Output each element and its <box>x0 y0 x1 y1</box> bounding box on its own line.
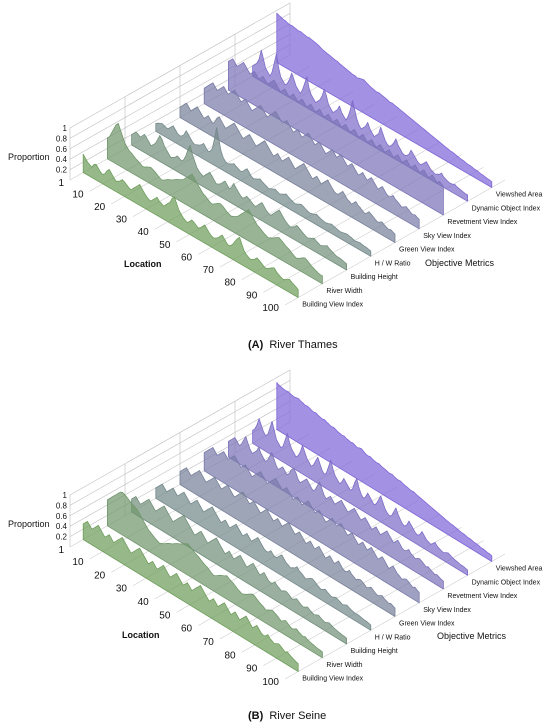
metric-labels: Building View Index River Width Building H… <box>302 192 542 309</box>
x-tick-label: 50 <box>159 610 171 621</box>
metric-label: Green View Index <box>399 247 455 254</box>
panel-b-river-seine: 11020304050607080901000.20.40.60.81Build… <box>8 369 542 722</box>
x-tick-label: 30 <box>116 584 128 595</box>
metric-label: Building View Index <box>302 676 363 683</box>
panel-a-river-thames: 11020304050607080901000.20.40.60.81Build… <box>8 2 542 351</box>
ribbon-series <box>131 496 347 645</box>
y-axis-title: Proportion <box>8 519 50 529</box>
x-tick-label: 60 <box>181 624 193 635</box>
caption-text: River Thames <box>269 339 338 351</box>
y-axis-title: Proportion <box>8 152 50 162</box>
x-tick-label: 80 <box>224 278 236 289</box>
metric-label: Sky View Index <box>423 233 471 240</box>
metric-label: Building Height <box>351 648 398 655</box>
y-tick-label: 0.4 <box>56 155 68 164</box>
ribbon-series <box>252 49 468 202</box>
x-tick-label: 30 <box>116 215 128 226</box>
panel-caption: (B) River Seine <box>248 710 326 722</box>
metric-label: Viewshed Area <box>496 192 543 199</box>
x-tick-label: 10 <box>72 557 84 568</box>
y-tick-label: 0.6 <box>56 512 68 521</box>
x-tick-label: 20 <box>94 570 106 581</box>
z-axis-title: Objective Metrics <box>437 631 507 641</box>
x-tick-label: 1 <box>58 545 64 556</box>
x-tick-label: 90 <box>246 290 258 301</box>
panel-caption: (A) River Thames <box>248 339 338 351</box>
ribbon-series <box>155 122 372 257</box>
ribbon-series <box>82 153 299 298</box>
metric-label: Viewshed Area <box>496 566 543 573</box>
ribbon-series <box>179 102 396 243</box>
ribbon-series <box>228 436 444 590</box>
x-tick-label: 1 <box>58 178 64 189</box>
caption-letter: (A) <box>248 339 264 351</box>
x-tick-label: 20 <box>94 202 106 213</box>
z-axis-title: Objective Metrics <box>425 258 495 268</box>
metric-label: Building View Index <box>302 302 363 309</box>
x-tick-label: 10 <box>72 189 84 200</box>
ribbon-series <box>276 382 493 562</box>
caption-letter: (B) <box>248 710 264 722</box>
x-tick-label: 70 <box>203 637 215 648</box>
ribbon-series <box>131 131 347 271</box>
y-tick-label: 1 <box>63 124 68 133</box>
metric-labels: Building View Index River Width Building H… <box>302 566 542 683</box>
ribbon-series <box>203 82 420 230</box>
y-tick-label: 1 <box>63 491 68 500</box>
metric-label: H / W Ratio <box>375 260 411 267</box>
ribbon-series <box>82 521 299 672</box>
y-tick-label: 0.6 <box>56 145 68 154</box>
x-axis-title: Location <box>122 630 160 640</box>
y-tick-labels: 0.2 0.40.6 0.81 <box>56 124 68 175</box>
x-axis-title: Location <box>124 259 162 269</box>
ribbon-series <box>107 491 323 659</box>
ribbon-series <box>179 467 396 617</box>
x-tick-label: 50 <box>159 240 171 251</box>
ribbon-series <box>228 58 444 216</box>
x-tick-label: 60 <box>181 252 193 263</box>
y-tick-label: 0.8 <box>56 134 68 143</box>
metric-label: Dynamic Object Index <box>472 205 541 212</box>
x-tick-label: 40 <box>138 597 150 608</box>
metric-label: Revetment View Index <box>447 219 517 226</box>
ribbon-series <box>155 483 372 631</box>
x-tick-label: 80 <box>224 650 236 661</box>
ribbon-series <box>203 447 420 604</box>
ribbon-series <box>107 123 323 285</box>
metric-label: Dynamic Object Index <box>472 579 541 586</box>
x-tick-labels: 1 10 20 30 40 50 60 70 80 90 100 <box>58 178 279 314</box>
y-tick-label: 0.4 <box>56 522 68 531</box>
metric-label: Sky View Index <box>423 607 471 614</box>
x-tick-label: 90 <box>246 664 258 675</box>
y-tick-labels: 0.2 0.40.6 0.81 <box>56 491 68 542</box>
metric-label: H / W Ratio <box>375 634 411 641</box>
metric-label: River Width <box>326 288 362 295</box>
x-tick-label: 100 <box>262 303 279 314</box>
x-tick-label: 70 <box>203 265 215 276</box>
caption-text: River Seine <box>269 710 326 722</box>
x-tick-labels: 1 10 20 30 40 50 60 70 80 90 100 <box>58 545 279 688</box>
metric-label: River Width <box>326 662 362 669</box>
y-tick-label: 0.2 <box>56 166 68 175</box>
ribbon-layer <box>82 382 493 672</box>
metric-label: Green View Index <box>399 621 455 628</box>
ribbon-layer <box>82 12 493 298</box>
metric-label: Building Height <box>351 274 398 281</box>
ribbon-series <box>276 12 493 188</box>
y-tick-label: 0.8 <box>56 501 68 510</box>
metric-label: Revetment View Index <box>447 593 517 600</box>
ribbon-series <box>252 418 468 576</box>
x-tick-label: 40 <box>138 227 150 238</box>
x-tick-label: 100 <box>262 677 279 688</box>
y-tick-label: 0.2 <box>56 533 68 542</box>
